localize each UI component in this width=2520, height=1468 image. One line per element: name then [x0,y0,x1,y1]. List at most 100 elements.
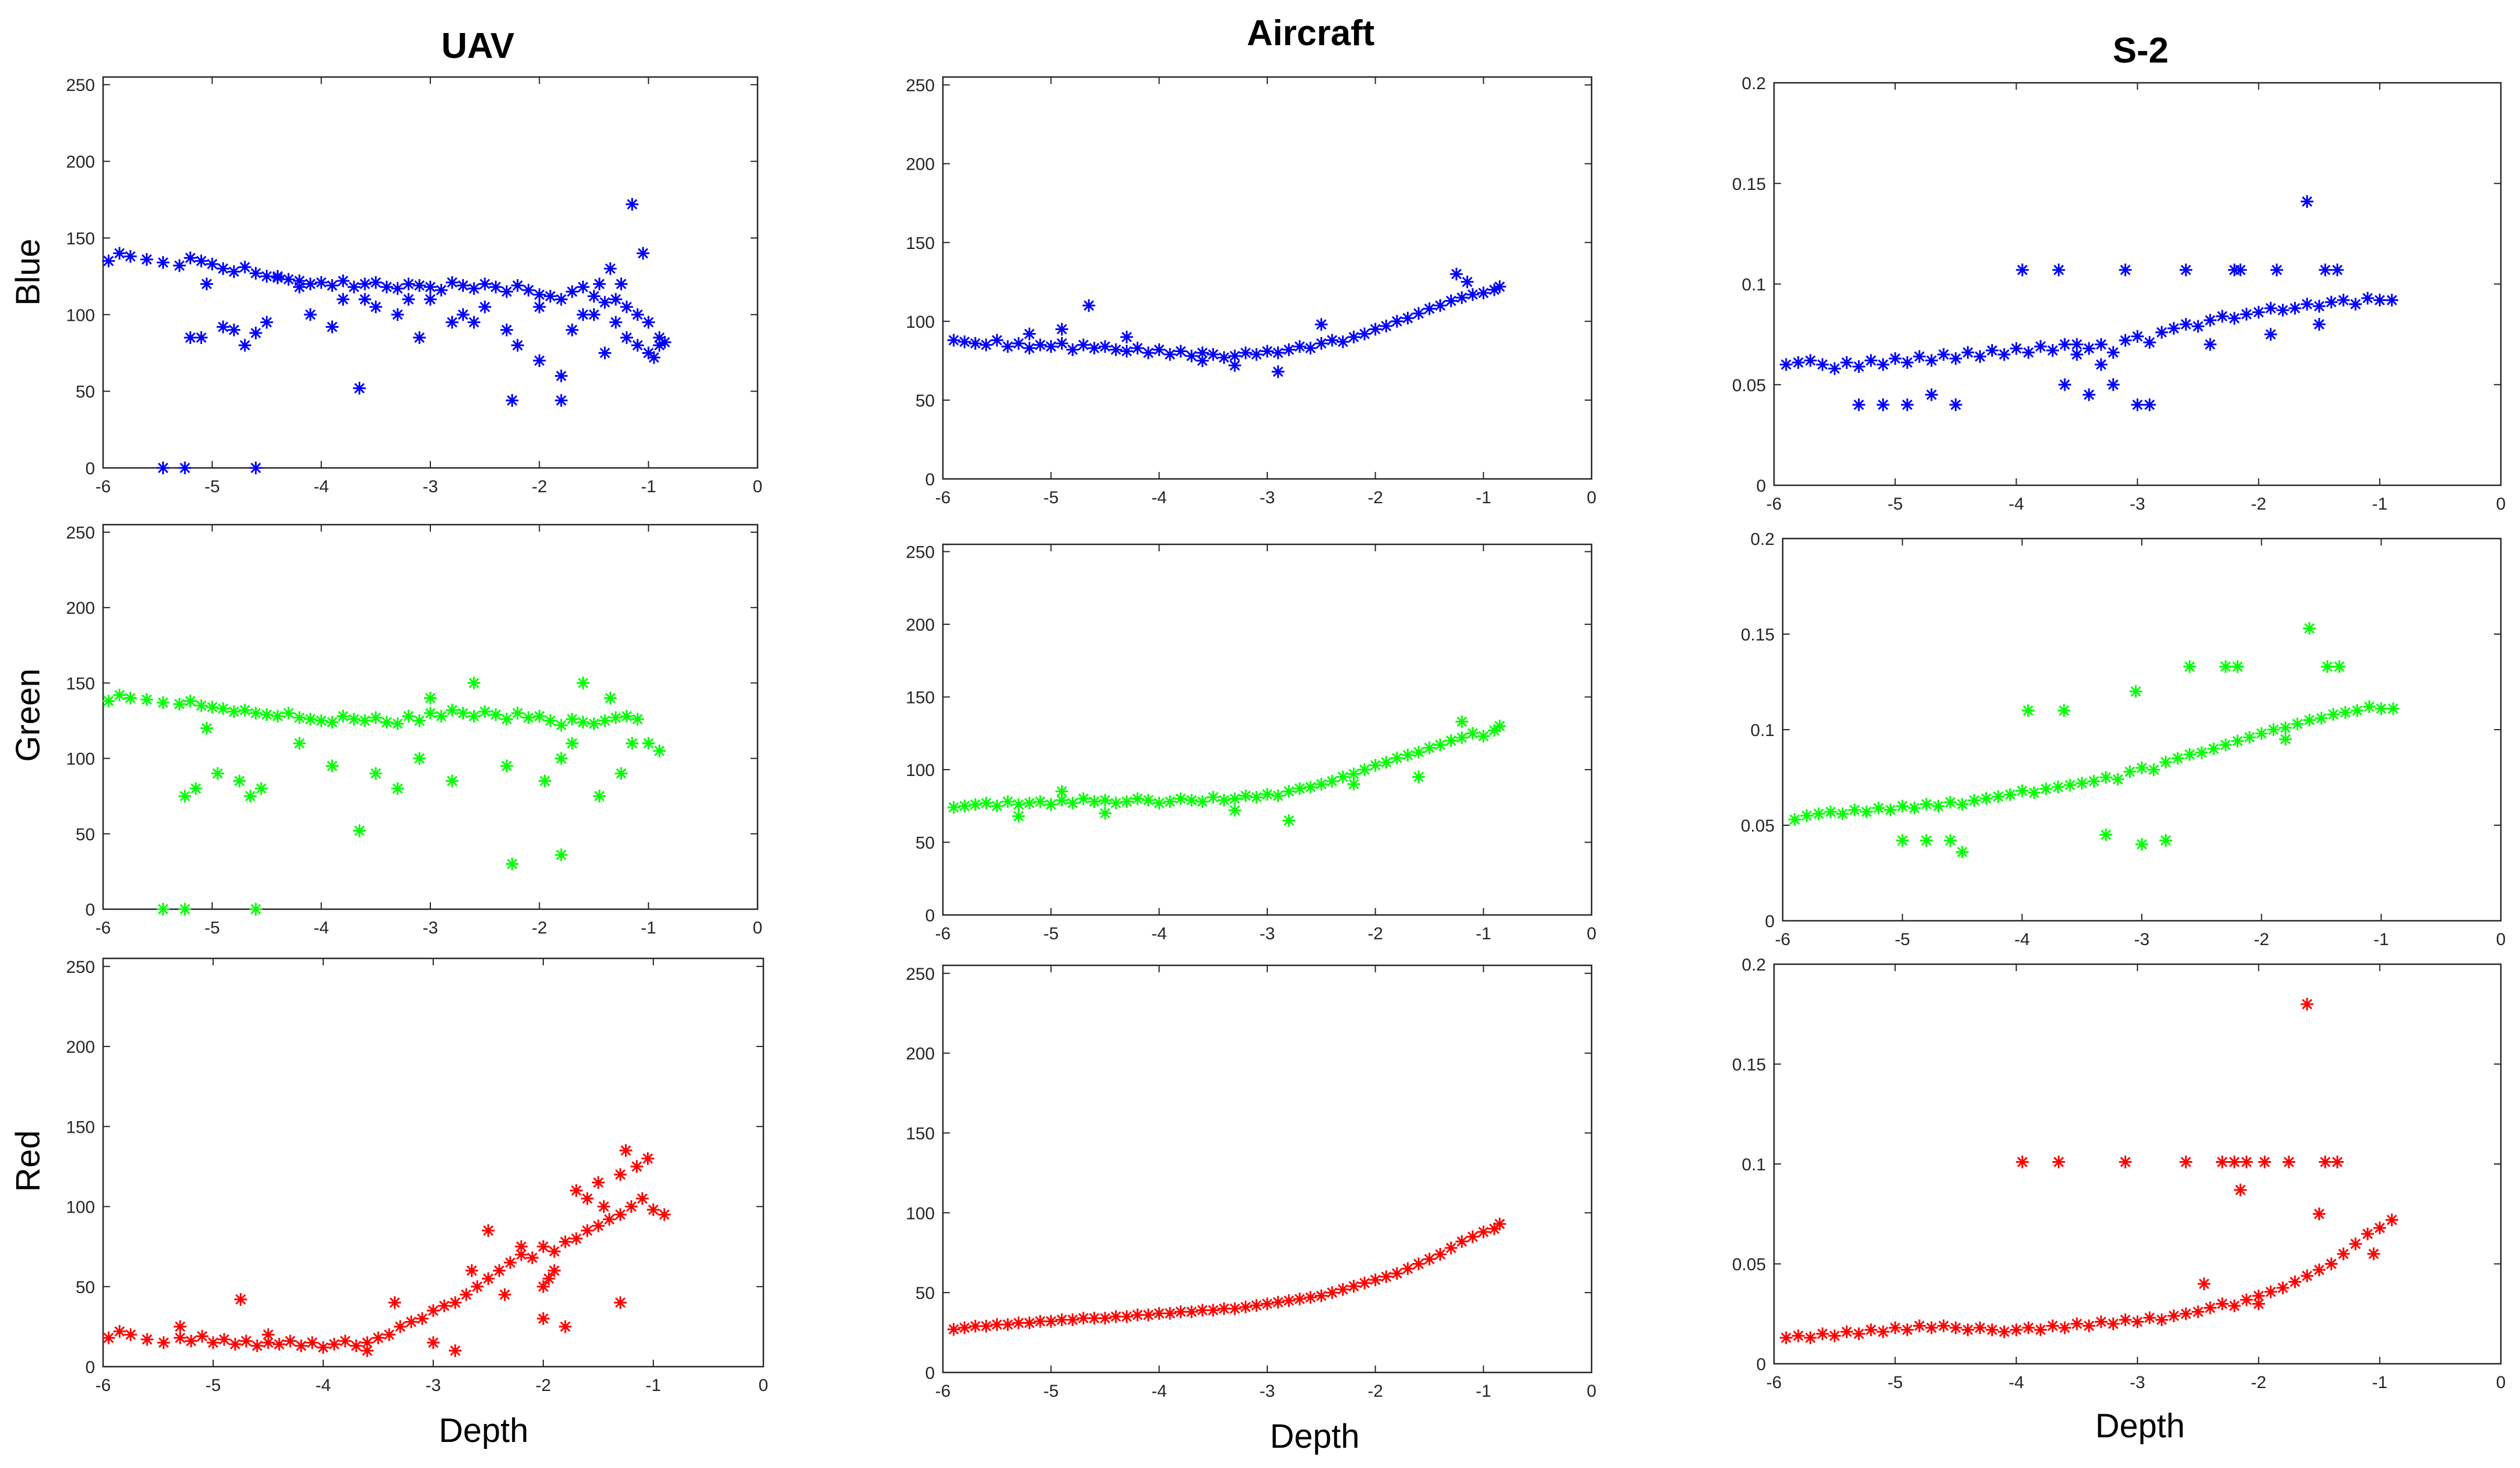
data-point [2331,1155,2344,1169]
row-labels: Blue Green Red [9,239,47,1192]
x-tick-label: -2 [2251,495,2266,514]
data-point [1109,343,1122,356]
data-point [102,254,115,268]
data-point [196,1330,209,1343]
data-point [542,1272,555,1285]
data-point [2313,299,2326,313]
data-point [2039,782,2053,796]
data-point [511,279,524,292]
data-point [2143,336,2156,349]
data-point [339,1334,352,1348]
data-point [1347,1280,1360,1293]
scatter-panel-aircraft-blue: -6 -5 -4 -3 -2 -1 0 0 50 100 150 200 250 [906,76,1596,507]
data-point [2052,263,2065,277]
data-point [1099,1312,1111,1325]
y-tick-label: 200 [66,1038,95,1057]
data-point [947,334,960,347]
y-tick-label: 0.1 [1742,1155,1766,1174]
data-point [1444,734,1458,747]
data-point [631,308,644,321]
data-point [604,691,617,705]
row-label-blue: Blue [9,239,47,306]
data-point [636,1192,649,1205]
data-point [1196,795,1209,808]
data-point [537,1312,550,1326]
data-point [1217,793,1231,807]
data-point [2349,298,2362,311]
data-point [2094,358,2108,371]
data-point [2288,302,2302,315]
x-tick-label: -1 [646,1376,661,1395]
y-tick-label: 200 [906,1045,935,1064]
data-point [658,335,671,349]
data-point [990,334,1004,347]
data-point [1088,342,1101,355]
data-point [244,789,257,803]
data-point [620,301,633,314]
data-point [2303,622,2316,635]
data-point [1001,1318,1014,1331]
data-point [1889,352,1902,365]
data-point [1185,1305,1198,1319]
data-point [467,282,481,295]
data-point [124,250,137,263]
data-point [506,857,519,870]
data-point [1816,1327,1829,1341]
data-point [1804,1331,1817,1345]
scatter-panel-s2-blue: -6 -5 -4 -3 -2 -1 0 0 0.05 0.1 0.15 0.2 [1732,74,2506,514]
data-point [1925,1321,1938,1334]
data-point [2179,263,2193,277]
y-tick-label: 0.1 [1742,276,1766,295]
data-point [271,709,284,723]
data-point [1828,362,1841,375]
data-point [2325,1257,2338,1271]
data-point [217,702,230,715]
data-point [1271,789,1285,803]
data-point [1920,834,1933,847]
data-point [1956,797,1969,811]
x-axis-labels: Depth Depth Depth [439,1407,2185,1455]
y-tick-label: 0 [1756,477,1766,496]
data-point [2279,733,2292,746]
data-point [1925,388,1938,401]
data-point [348,712,361,726]
data-point [156,903,170,916]
y-tick-label: 200 [66,599,95,618]
data-point [467,676,481,690]
data-point [653,339,666,352]
data-point [380,716,393,729]
data-point [2267,723,2280,736]
data-point [500,759,513,773]
data-point [1142,793,1155,807]
data-point [2291,717,2304,731]
y-tick-label: 150 [906,689,935,708]
data-point [1493,719,1506,733]
data-point [533,354,546,367]
data-point [350,1339,363,1353]
data-point [178,903,192,916]
data-point [1239,346,1252,360]
x-tick-label: -4 [1151,488,1167,507]
column-title-aircraft: Aircraft [1247,13,1375,53]
data-point [1228,804,1241,817]
data-point [1444,1241,1458,1254]
data-point [1848,803,1861,817]
data-point [1347,331,1360,344]
data-point [1131,342,1144,355]
data-point [2010,342,2023,355]
data-point [2255,727,2268,740]
data-point [251,1339,264,1353]
data-point [2094,1315,2108,1328]
data-point [631,339,644,352]
x-tick-label: -2 [1367,488,1383,507]
x-tick-label: -1 [641,918,656,938]
data-point [1304,781,1317,794]
data-point [614,1208,627,1221]
data-point [1369,1273,1382,1287]
data-point [1433,738,1447,752]
data-point [958,799,971,812]
data-point [1250,347,1263,361]
data-point [648,351,661,364]
data-point [1250,790,1263,804]
x-tick-label: 0 [753,477,763,496]
